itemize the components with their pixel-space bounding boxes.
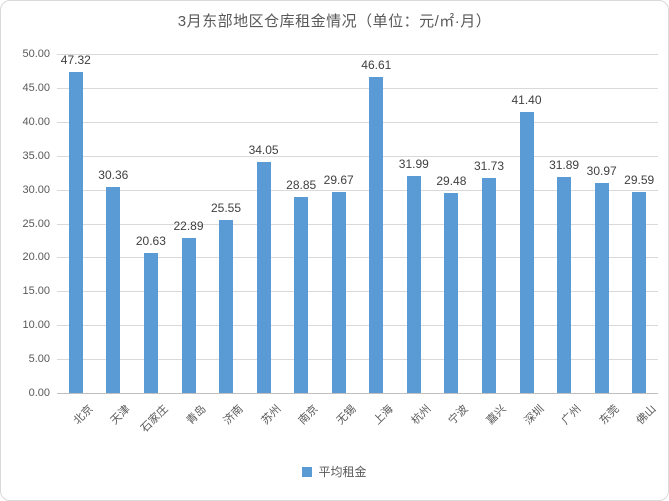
chart-title: 3月东部地区仓库租金情况（单位：元/㎡·月） bbox=[177, 13, 492, 30]
bar-天津[interactable] bbox=[106, 187, 121, 393]
x-tick-label: 青岛 bbox=[184, 403, 209, 428]
gridline bbox=[57, 87, 658, 89]
bar-value-label: 46.61 bbox=[361, 58, 392, 72]
gridline bbox=[57, 359, 658, 361]
bar-value-label: 47.32 bbox=[60, 53, 91, 68]
y-tick-label: 45.00 bbox=[22, 81, 50, 94]
x-tick-label: 广州 bbox=[559, 403, 584, 428]
x-tick-label: 无锡 bbox=[334, 403, 359, 428]
x-axis-line bbox=[57, 393, 658, 394]
bar-佛山[interactable] bbox=[632, 192, 647, 393]
y-tick-label: 35.00 bbox=[22, 149, 50, 162]
legend-label: 平均租金 bbox=[318, 465, 367, 479]
x-tick-label: 佛山 bbox=[634, 403, 659, 428]
bar-苏州[interactable] bbox=[256, 162, 271, 393]
bar-宁波[interactable] bbox=[444, 193, 459, 393]
gridline bbox=[57, 223, 658, 225]
bar-value-label: 20.63 bbox=[135, 234, 166, 249]
x-tick-label: 上海 bbox=[371, 403, 396, 428]
bar-value-label: 34.05 bbox=[248, 143, 279, 158]
bar-济南[interactable] bbox=[219, 219, 233, 393]
gridline bbox=[57, 189, 658, 191]
y-tick-label: 40.00 bbox=[22, 115, 50, 128]
bar-东莞[interactable] bbox=[594, 183, 609, 393]
gridline bbox=[57, 291, 658, 293]
bar-南京[interactable] bbox=[294, 197, 309, 393]
y-tick-label: 0.00 bbox=[28, 387, 50, 399]
bar-value-label: 28.85 bbox=[286, 178, 317, 193]
bar-嘉兴[interactable] bbox=[482, 177, 496, 393]
bar-value-label: 29.48 bbox=[436, 174, 467, 189]
x-tick-label: 北京 bbox=[71, 403, 96, 428]
bar-value-label: 31.89 bbox=[549, 157, 580, 172]
bar-上海[interactable] bbox=[369, 77, 384, 393]
bar-杭州[interactable] bbox=[406, 176, 421, 393]
bar-石家庄[interactable] bbox=[143, 253, 158, 393]
x-tick-label: 石家庄 bbox=[138, 403, 171, 435]
gridline bbox=[57, 54, 658, 55]
bar-value-label: 31.73 bbox=[473, 158, 505, 173]
bar-广州[interactable] bbox=[557, 176, 572, 393]
gridline bbox=[57, 155, 658, 157]
bar-value-label: 31.99 bbox=[398, 157, 429, 172]
gridline bbox=[57, 121, 658, 123]
bar-value-label: 25.55 bbox=[210, 200, 242, 215]
bar-value-label: 41.40 bbox=[511, 93, 542, 108]
y-tick-label: 20.00 bbox=[22, 251, 50, 264]
y-tick-label: 15.00 bbox=[22, 285, 50, 298]
x-tick-label: 嘉兴 bbox=[484, 403, 509, 428]
y-tick-label: 5.00 bbox=[28, 353, 50, 366]
bar-value-label: 29.59 bbox=[624, 173, 655, 188]
x-tick-label: 南京 bbox=[296, 403, 321, 428]
y-tick-label: 25.00 bbox=[22, 217, 50, 230]
y-tick-label: 10.00 bbox=[22, 319, 50, 332]
bar-北京[interactable] bbox=[68, 72, 83, 393]
x-tick-label: 东莞 bbox=[597, 403, 622, 428]
bar-value-label: 22.89 bbox=[173, 218, 204, 233]
y-tick-label: 30.00 bbox=[22, 183, 50, 196]
legend-swatch-icon bbox=[302, 466, 313, 477]
bar-青岛[interactable] bbox=[181, 237, 196, 393]
x-tick-label: 天津 bbox=[108, 403, 133, 428]
bar-value-label: 30.97 bbox=[586, 164, 617, 178]
bar-无锡[interactable] bbox=[331, 191, 346, 393]
gridline bbox=[57, 257, 658, 259]
x-tick-label: 深圳 bbox=[522, 403, 547, 428]
x-tick-label: 济南 bbox=[221, 403, 246, 428]
x-tick-label: 苏州 bbox=[259, 403, 284, 428]
legend[interactable]: 平均租金 bbox=[0, 463, 669, 480]
bar-深圳[interactable] bbox=[519, 112, 534, 393]
x-tick-label: 杭州 bbox=[409, 403, 434, 428]
y-tick-label: 50.00 bbox=[22, 48, 50, 60]
gridline bbox=[57, 325, 658, 327]
x-tick-label: 宁波 bbox=[446, 403, 471, 428]
bar-value-label: 30.36 bbox=[98, 168, 129, 183]
bar-value-label: 29.67 bbox=[323, 172, 354, 187]
